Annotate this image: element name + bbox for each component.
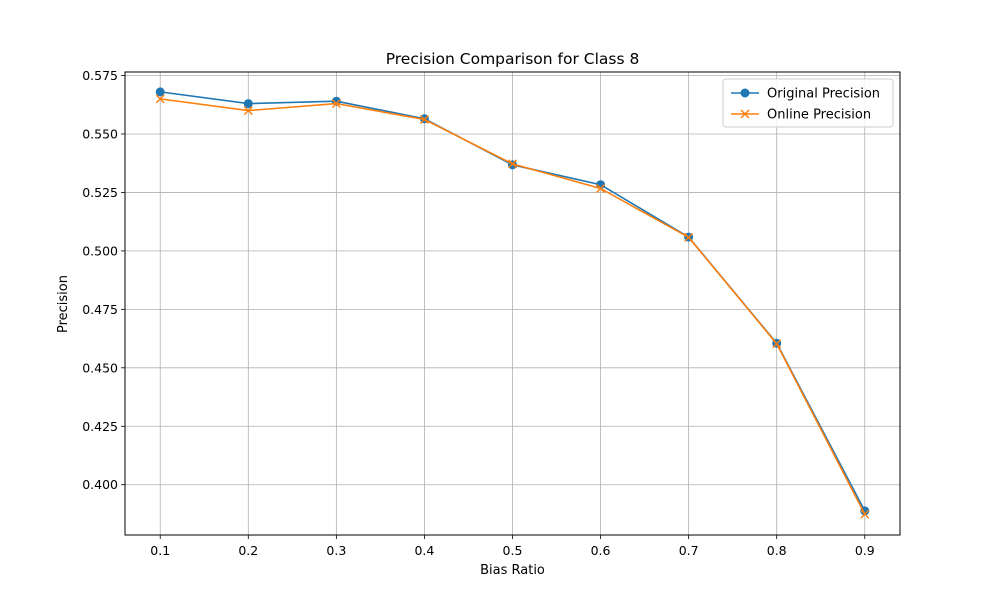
chart-title: Precision Comparison for Class 8: [386, 50, 640, 68]
y-tick-label: 0.500: [82, 243, 118, 258]
y-tick-label: 0.525: [82, 185, 118, 200]
x-axis-label: Bias Ratio: [480, 563, 545, 578]
x-tick-label: 0.3: [326, 543, 346, 558]
data-point: [772, 339, 782, 349]
legend-entry: Online Precision: [731, 108, 871, 123]
data-point: [860, 509, 870, 519]
grid: [125, 72, 900, 535]
x-marker-stroke: [508, 159, 517, 169]
data-point: [243, 99, 253, 109]
legend-entry: Original Precision: [731, 87, 880, 102]
x-tick-label: 0.7: [679, 543, 699, 558]
legend: Original Precision Online Precision: [722, 78, 894, 128]
x-marker-stroke: [243, 106, 253, 116]
y-tick-label: 0.550: [82, 126, 118, 141]
data-point: [508, 159, 517, 169]
y-tick-label: 0.450: [82, 360, 118, 375]
x-tick-label: 0.1: [150, 543, 170, 558]
y-axis-label: Precision: [56, 275, 71, 333]
y-tick-label: 0.425: [82, 419, 118, 434]
x-marker-stroke: [331, 99, 341, 109]
legend-label: Online Precision: [767, 108, 871, 123]
x-tick-label: 0.6: [591, 543, 611, 558]
series-layer: [155, 87, 870, 519]
x-marker-stroke: [740, 109, 750, 119]
x-marker-stroke: [155, 94, 165, 104]
x-tick-label: 0.4: [414, 543, 434, 558]
x-marker-stroke: [419, 114, 429, 124]
y-tick-label: 0.575: [82, 68, 118, 83]
y-tick-label: 0.400: [82, 477, 118, 492]
x-marker-stroke: [860, 509, 870, 519]
x-tick-label: 0.2: [238, 543, 258, 558]
series-online-precision: [155, 94, 870, 519]
data-point: [419, 114, 429, 124]
legend-label: Original Precision: [767, 87, 880, 102]
x-marker-stroke: [772, 339, 782, 349]
data-point: [331, 99, 341, 109]
legend-box: [722, 78, 894, 128]
data-point: [155, 94, 165, 104]
data-point: [155, 87, 165, 97]
x-tick-label: 0.5: [503, 543, 523, 558]
data-point: [596, 183, 606, 193]
data-point: [684, 232, 694, 242]
legend-marker: [740, 88, 750, 98]
axes: 0.1 0.2 0.3 0.4 0.5 0.6 0.7 0.8 0.9 0.400 0.425 0.4…: [82, 68, 875, 558]
legend-marker: [740, 109, 750, 119]
x-marker-stroke: [684, 232, 694, 242]
x-marker-stroke: [596, 183, 606, 193]
data-point: [243, 106, 253, 116]
y-tick-label: 0.475: [82, 302, 118, 317]
x-tick-label: 0.9: [855, 543, 875, 558]
plot-frame: [124, 71, 901, 536]
x-tick-label: 0.8: [767, 543, 787, 558]
